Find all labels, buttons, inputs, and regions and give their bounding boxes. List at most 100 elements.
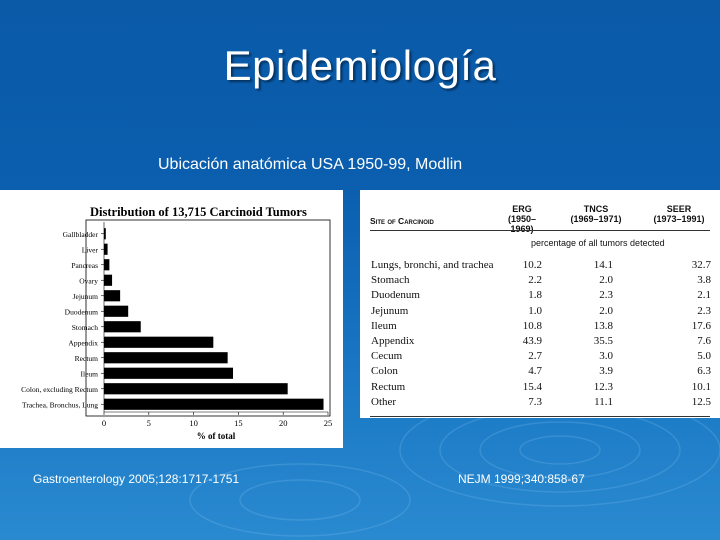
col-years: (1969–1971) bbox=[570, 214, 622, 224]
x-tick-label: 25 bbox=[324, 418, 333, 428]
row-site: Duodenum bbox=[371, 289, 420, 302]
bar-stomach bbox=[104, 321, 141, 333]
slide-subtitle: Ubicación anatómica USA 1950-99, Modlin bbox=[158, 156, 463, 173]
category-label: Gallbladder bbox=[63, 230, 99, 239]
row-site: Jejunum bbox=[371, 304, 409, 317]
cell-erg: 10.2 bbox=[522, 259, 542, 271]
cell-seer: 12.5 bbox=[691, 395, 711, 408]
x-tick-label: 15 bbox=[234, 418, 243, 428]
row-site: Rectum bbox=[371, 380, 406, 393]
bar-duodenum bbox=[104, 305, 129, 317]
category-label: Ovary bbox=[79, 276, 98, 285]
col-years: (1973–1991) bbox=[653, 214, 705, 224]
carcinoid-table: Site of Carcinoid ERG (1950–1969) TNCS (… bbox=[360, 190, 720, 418]
cell-tncs: 11.1 bbox=[594, 395, 613, 408]
table-row: Jejunum 1.0 2.0 2.3 bbox=[360, 305, 720, 320]
cell-seer: 7.6 bbox=[697, 335, 711, 347]
category-label: Jejunum bbox=[73, 292, 99, 301]
category-label: Rectum bbox=[75, 354, 98, 363]
cell-seer: 6.3 bbox=[697, 365, 711, 378]
cell-seer: 10.1 bbox=[691, 380, 711, 393]
row-site: Stomach bbox=[371, 274, 410, 287]
category-label: Pancreas bbox=[71, 261, 98, 270]
table-row: Lungs, bronchi, and trachea 10.2 14.1 32.7 bbox=[360, 259, 720, 274]
category-label: Duodenum bbox=[65, 307, 98, 316]
source-citation-right: NEJM 1999;340:858-67 bbox=[458, 472, 585, 486]
cell-erg: 1.8 bbox=[528, 289, 542, 302]
bar-chart: Distribution of 13,715 Carcinoid Tumors G… bbox=[21, 205, 333, 441]
bar-liver bbox=[104, 243, 108, 255]
row-site: Other bbox=[371, 395, 397, 408]
cell-erg: 2.7 bbox=[528, 350, 542, 363]
table-caption: percentage of all tumors detected bbox=[531, 238, 665, 248]
x-tick-label: 0 bbox=[102, 418, 106, 428]
cell-tncs: 3.0 bbox=[599, 350, 613, 363]
header-rule bbox=[370, 230, 710, 231]
cell-seer: 3.8 bbox=[697, 274, 711, 287]
cell-tncs: 14.1 bbox=[593, 259, 613, 271]
cell-seer: 32.7 bbox=[691, 259, 711, 271]
row-site: Cecum bbox=[371, 350, 403, 363]
category-label: Ileum bbox=[81, 369, 99, 378]
bar-rectum bbox=[104, 352, 228, 364]
slide-title: Epidemiología bbox=[223, 42, 497, 89]
bar-ileum bbox=[104, 367, 234, 379]
table-row: Stomach 2.2 2.0 3.8 bbox=[360, 274, 720, 289]
category-label: Colon, excluding Rectum bbox=[21, 385, 98, 394]
col-years: (1950–1969) bbox=[507, 214, 537, 234]
site-header: Site of Carcinoid bbox=[370, 216, 434, 226]
cell-seer: 17.6 bbox=[691, 319, 711, 332]
x-tick-label: 5 bbox=[147, 418, 151, 428]
bar-trachea-bronchus-lung bbox=[104, 398, 324, 410]
cell-tncs: 35.5 bbox=[593, 335, 613, 347]
bottom-rule bbox=[370, 416, 710, 417]
chart-title: Distribution of 13,715 Carcinoid Tumors bbox=[90, 205, 307, 219]
chart-frame bbox=[85, 219, 331, 417]
table-row: Rectum 15.4 12.3 10.1 bbox=[360, 381, 720, 396]
cell-seer: 2.3 bbox=[697, 304, 711, 317]
cell-tncs: 12.3 bbox=[593, 380, 613, 393]
row-site: Appendix bbox=[371, 335, 415, 347]
bar-ovary bbox=[104, 274, 113, 286]
col-header-seer: SEER (1973–1991) bbox=[647, 204, 711, 224]
cell-seer: 2.1 bbox=[697, 289, 711, 302]
row-site: Colon bbox=[371, 365, 398, 378]
bar-gallbladder bbox=[104, 228, 106, 240]
cell-erg: 1.0 bbox=[528, 304, 542, 317]
category-label: Trachea, Bronchus, Lung bbox=[22, 400, 98, 409]
cell-tncs: 2.0 bbox=[599, 274, 613, 287]
category-label: Liver bbox=[82, 245, 99, 254]
bar-appendix bbox=[104, 336, 214, 348]
cell-erg: 2.2 bbox=[528, 274, 542, 287]
x-tick-label: 10 bbox=[189, 418, 198, 428]
row-site: Lungs, bronchi, and trachea bbox=[371, 259, 494, 271]
col-name: SEER bbox=[666, 204, 692, 214]
cell-tncs: 3.9 bbox=[599, 365, 613, 378]
table-row: Appendix 43.9 35.5 7.6 bbox=[360, 335, 720, 350]
cell-tncs: 2.3 bbox=[599, 289, 613, 302]
row-site: Ileum bbox=[371, 319, 397, 332]
cell-erg: 10.8 bbox=[522, 319, 542, 332]
table-row: Cecum 2.7 3.0 5.0 bbox=[360, 350, 720, 365]
x-axis-label: % of total bbox=[197, 431, 236, 441]
x-tick-label: 20 bbox=[279, 418, 288, 428]
bar-jejunum bbox=[104, 290, 121, 302]
bar-chart-panel: Distribution of 13,715 Carcinoid Tumors G… bbox=[0, 190, 343, 448]
cell-tncs: 2.0 bbox=[599, 304, 613, 317]
col-header-erg: ERG (1950–1969) bbox=[500, 204, 544, 234]
cell-seer: 5.0 bbox=[697, 350, 711, 363]
bar-colon-excluding-rectum bbox=[104, 383, 288, 395]
col-header-tncs: TNCS (1969–1971) bbox=[565, 204, 627, 224]
cell-erg: 43.9 bbox=[522, 335, 542, 347]
col-name: ERG bbox=[512, 204, 532, 214]
category-label: Appendix bbox=[68, 338, 98, 347]
cell-tncs: 13.8 bbox=[593, 319, 613, 332]
data-table-panel: Site of Carcinoid ERG (1950–1969) TNCS (… bbox=[360, 190, 720, 418]
table-row: Other 7.3 11.1 12.5 bbox=[360, 396, 720, 411]
cell-erg: 4.7 bbox=[528, 365, 542, 378]
col-name: TNCS bbox=[583, 204, 609, 214]
table-row: Duodenum 1.8 2.3 2.1 bbox=[360, 289, 720, 304]
source-citation-left: Gastroenterology 2005;128:1717-1751 bbox=[33, 472, 240, 486]
cell-erg: 7.3 bbox=[528, 395, 542, 408]
category-label: Stomach bbox=[72, 323, 98, 332]
